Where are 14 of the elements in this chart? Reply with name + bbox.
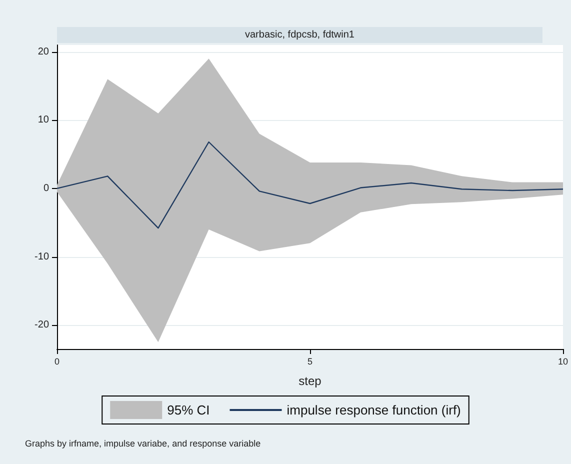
- x-axis-title: step: [298, 374, 322, 388]
- y-tick-label: 10: [38, 114, 50, 126]
- y-tick-label: 20: [38, 46, 50, 58]
- x-tick-label: 0: [54, 356, 60, 366]
- line-series: [56, 141, 564, 229]
- legend-label: impulse response function (irf): [286, 402, 461, 418]
- text: Graphs by irfname, impulse variabe, and response variable: [25, 438, 261, 448]
- y-tick-label: -20: [34, 320, 50, 331]
- x-tick-label: 10: [558, 356, 568, 366]
- y-tick-label: 0: [43, 182, 50, 194]
- y-tick-label: -10: [34, 251, 50, 262]
- x-tick-label: 5: [307, 356, 313, 366]
- chart-title: varbasic, fdpcsb, fdtwin1: [245, 30, 355, 40]
- legend-label: 95% CI: [167, 402, 210, 418]
